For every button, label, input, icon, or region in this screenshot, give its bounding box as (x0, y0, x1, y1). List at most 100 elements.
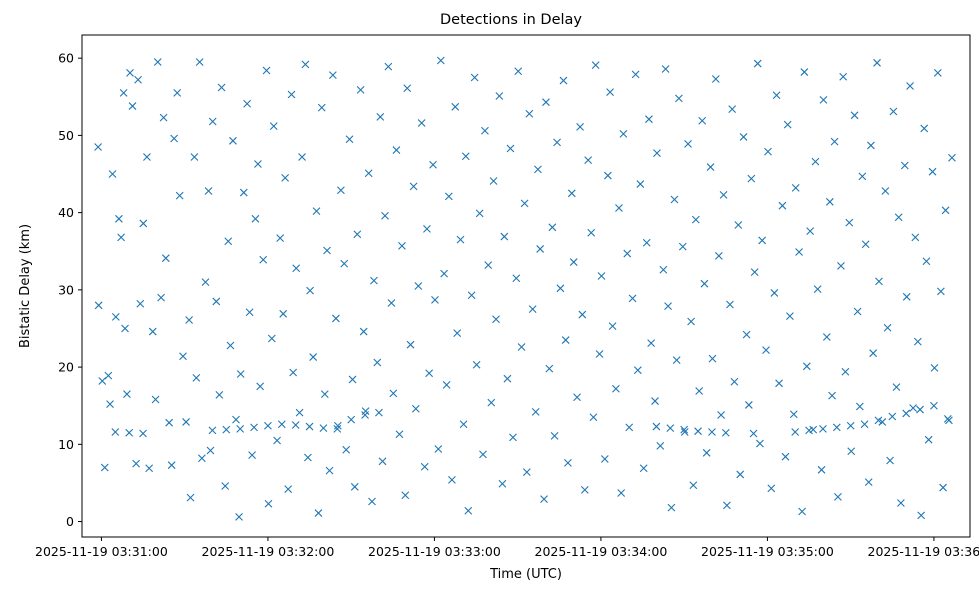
data-point (922, 257, 931, 266)
data-point (714, 251, 723, 260)
data-point (603, 171, 612, 180)
data-point (708, 354, 717, 363)
chart-title: Detections in Delay (440, 12, 582, 28)
data-point (736, 470, 745, 479)
data-point (148, 327, 157, 336)
data-point (778, 201, 787, 210)
data-point (403, 84, 412, 93)
data-point (924, 435, 933, 444)
data-point (569, 258, 578, 266)
data-point (723, 501, 731, 510)
data-point (920, 124, 929, 133)
data-point (139, 219, 148, 228)
data-point (943, 414, 952, 423)
data-point (909, 404, 918, 412)
data-point (248, 451, 256, 460)
data-point (236, 370, 245, 378)
data-point (708, 428, 716, 436)
data-point (595, 350, 604, 358)
data-point (830, 137, 839, 146)
data-point (619, 129, 628, 138)
data-point (306, 286, 314, 295)
data-point (277, 420, 286, 429)
data-point (591, 61, 600, 70)
y-tick-label: 30 (58, 282, 74, 297)
data-point (645, 115, 653, 124)
data-point (928, 167, 937, 176)
data-point (589, 413, 598, 422)
data-point (217, 83, 226, 92)
data-point (819, 95, 828, 104)
data-point (739, 133, 748, 141)
data-point (700, 279, 709, 288)
data-point (345, 135, 354, 144)
data-point (151, 395, 160, 404)
data-point (226, 341, 235, 350)
data-point (157, 293, 165, 302)
data-point (559, 76, 568, 85)
data-point (930, 363, 939, 372)
data-point (845, 218, 854, 227)
data-point (509, 433, 517, 442)
data-point (550, 431, 559, 440)
data-point (305, 422, 314, 431)
data-point (170, 134, 179, 143)
y-tick-label: 40 (58, 205, 74, 220)
data-point (100, 463, 109, 472)
data-point (245, 308, 254, 317)
x-tick-label: 2025-11-19 03:36:00 (868, 544, 979, 559)
data-point (165, 418, 174, 427)
data-point (667, 503, 676, 512)
data-point (333, 421, 342, 430)
data-point (381, 211, 389, 220)
data-point (791, 428, 800, 436)
y-tick-label: 0 (66, 514, 74, 529)
data-point (867, 141, 875, 150)
data-point (159, 113, 168, 122)
data-point (425, 369, 434, 378)
data-point (753, 59, 762, 68)
data-point (694, 427, 702, 436)
data-point (423, 224, 431, 233)
data-point (256, 382, 265, 391)
data-point (111, 428, 120, 436)
data-point (373, 358, 382, 367)
data-point (250, 423, 258, 432)
data-point (175, 191, 184, 200)
data-point (506, 144, 515, 153)
data-point (791, 184, 800, 192)
data-point (411, 404, 420, 413)
data-point (783, 120, 792, 129)
data-point (251, 214, 260, 223)
data-point (600, 455, 609, 463)
data-point (911, 233, 920, 242)
data-point (111, 313, 120, 321)
data-point (108, 170, 117, 178)
data-point (888, 412, 897, 421)
data-point (666, 424, 675, 432)
data-point (229, 136, 237, 145)
data-point (747, 174, 756, 183)
data-point (104, 371, 113, 380)
data-point (633, 366, 642, 375)
data-point (628, 294, 637, 303)
data-point (117, 233, 126, 242)
data-point (314, 509, 323, 517)
data-point (647, 339, 656, 348)
data-point (475, 209, 484, 218)
x-axis-ticks: 2025-11-19 03:31:00 2025-11-19 03:32:00 20… (35, 537, 979, 559)
data-point (376, 112, 385, 121)
y-tick-label: 10 (58, 437, 74, 452)
data-point (730, 377, 739, 386)
data-point (597, 272, 606, 280)
data-point (941, 206, 950, 215)
data-point (167, 461, 176, 470)
data-point (762, 346, 770, 354)
data-point (417, 119, 426, 127)
y-tick-label: 20 (58, 360, 74, 375)
data-point (121, 324, 129, 333)
data-point (917, 511, 926, 520)
data-point (860, 420, 869, 429)
data-point (717, 411, 725, 419)
data-point (864, 478, 873, 487)
